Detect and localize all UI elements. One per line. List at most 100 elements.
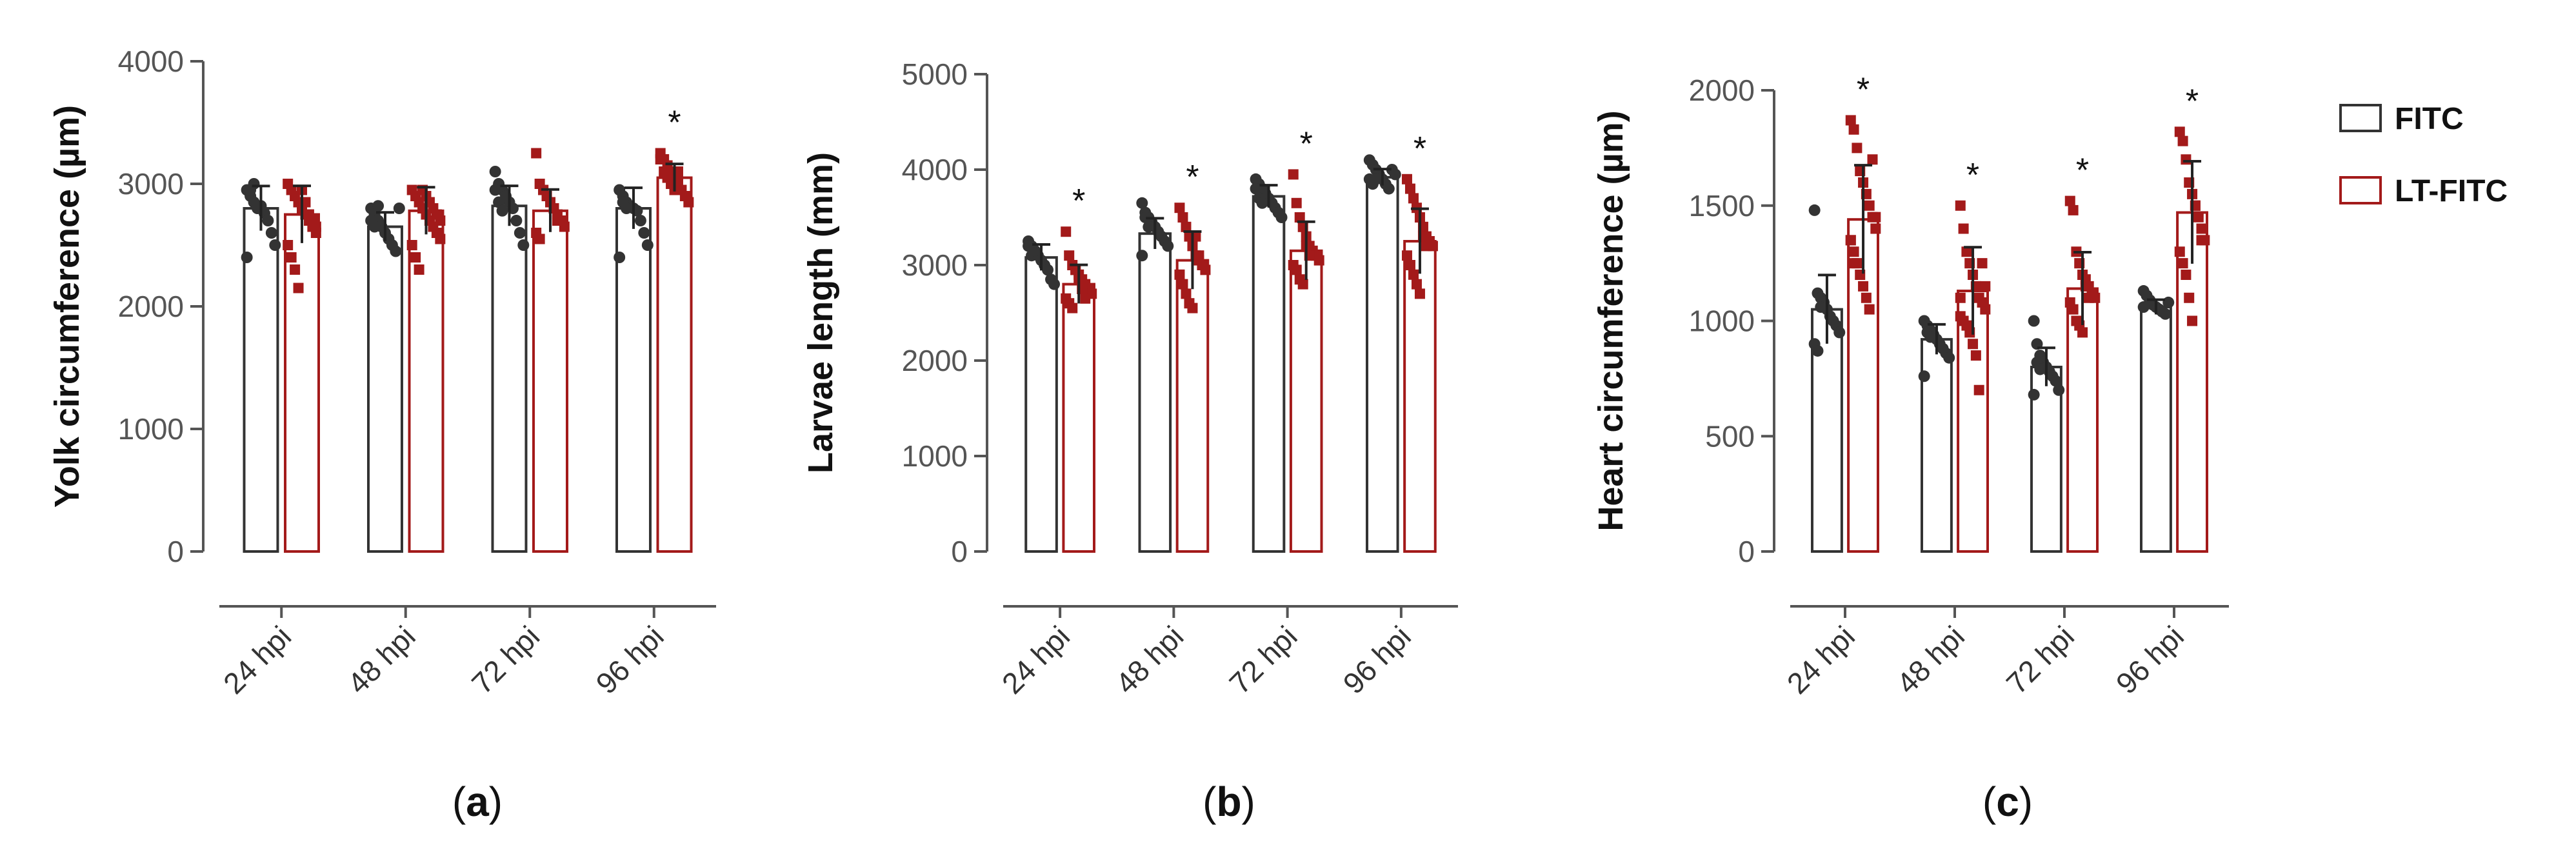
y-tick-label: 4000	[902, 153, 968, 186]
data-point-lt-fitc	[406, 240, 417, 250]
data-point-lt-fitc	[1187, 303, 1198, 313]
data-point-fitc	[1048, 278, 1061, 290]
data-point-fitc	[489, 184, 501, 196]
x-tick-label: 24 hpi	[995, 619, 1076, 700]
data-point-lt-fitc	[1845, 235, 1856, 246]
data-point-lt-fitc	[1980, 304, 1991, 315]
y-tick-label: 0	[951, 535, 968, 568]
data-point-lt-fitc	[2068, 304, 2079, 315]
bar-fitc-3	[615, 207, 652, 553]
data-point-fitc	[1250, 183, 1262, 195]
bar-lt-fitc-3	[2176, 211, 2209, 553]
data-point-fitc	[621, 203, 633, 214]
data-point-fitc	[634, 215, 646, 226]
data-point-lt-fitc	[534, 233, 545, 244]
data-point-lt-fitc	[2193, 212, 2204, 223]
data-point-lt-fitc	[435, 215, 446, 226]
data-point-lt-fitc	[1961, 246, 1972, 257]
data-point-lt-fitc	[2196, 223, 2207, 234]
data-point-lt-fitc	[1977, 258, 1988, 269]
data-point-lt-fitc	[1401, 250, 1412, 261]
x-tick-label: 72 hpi	[1223, 619, 1303, 700]
data-point-fitc	[2159, 308, 2172, 320]
data-point-fitc	[1029, 244, 1041, 257]
data-point-fitc	[496, 204, 508, 217]
data-point-lt-fitc	[435, 233, 446, 244]
y-tick-label: 1000	[118, 412, 184, 446]
data-point-lt-fitc	[552, 215, 563, 226]
y-tick-label: 0	[1738, 535, 1755, 568]
bar-fitc-2	[491, 204, 528, 553]
data-point-lt-fitc	[1404, 183, 1415, 194]
data-point-lt-fitc	[2174, 126, 2185, 137]
y-tick-label: 1500	[1689, 189, 1755, 223]
data-point-fitc	[1136, 197, 1148, 209]
data-point-fitc	[241, 252, 253, 263]
y-tick-label: 5000	[902, 57, 968, 91]
data-point-lt-fitc	[310, 221, 321, 232]
panel-label: (a)	[452, 779, 503, 825]
data-point-fitc	[489, 166, 501, 177]
data-point-lt-fitc	[414, 264, 424, 275]
panel-label: (b)	[1203, 779, 1255, 825]
data-point-fitc	[265, 227, 277, 239]
bar-lt-fitc-2	[1289, 249, 1323, 553]
data-point-lt-fitc	[1414, 288, 1425, 299]
data-point-fitc	[1162, 240, 1174, 252]
data-point-fitc	[514, 227, 526, 239]
data-point-fitc	[1943, 352, 1955, 364]
bar-fitc-0	[1024, 256, 1058, 553]
data-point-fitc	[372, 200, 384, 212]
data-point-lt-fitc	[1294, 212, 1305, 223]
data-point-fitc	[1370, 173, 1382, 185]
data-point-lt-fitc	[1973, 384, 1984, 395]
data-point-fitc	[1275, 212, 1288, 223]
data-point-lt-fitc	[2187, 315, 2198, 326]
data-point-lt-fitc	[2196, 235, 2207, 246]
data-point-lt-fitc	[1864, 200, 1875, 211]
legend-swatch-lt-fitc	[2339, 176, 2382, 204]
data-point-lt-fitc	[531, 148, 542, 159]
data-point-fitc	[641, 239, 654, 251]
data-point-lt-fitc	[1852, 143, 1862, 154]
data-point-lt-fitc	[1064, 250, 1075, 261]
data-point-lt-fitc	[1181, 288, 1192, 299]
data-point-lt-fitc	[1955, 292, 1966, 303]
data-point-fitc	[1139, 212, 1152, 223]
data-point-fitc	[2034, 363, 2046, 375]
data-point-fitc	[614, 252, 626, 263]
bar-lt-fitc-3	[656, 176, 693, 553]
data-point-lt-fitc	[1858, 281, 1869, 292]
data-point-lt-fitc	[1845, 115, 1856, 126]
x-tick-label: 96 hpi	[2110, 619, 2190, 700]
data-point-lt-fitc	[1200, 264, 1211, 275]
significance-star: *	[2186, 83, 2199, 120]
data-point-fitc	[248, 178, 260, 190]
data-point-lt-fitc	[1174, 269, 1185, 280]
legend-swatch-fitc	[2339, 104, 2382, 132]
data-point-fitc	[390, 245, 402, 257]
y-axis-label: Heart circumference (µm)	[1592, 110, 1630, 531]
bar-fitc-0	[243, 207, 279, 553]
data-point-lt-fitc	[410, 252, 421, 263]
y-axis-label: Larvae length (mm)	[801, 152, 840, 473]
y-tick-label: 2000	[118, 290, 184, 323]
data-point-fitc	[1389, 168, 1401, 181]
data-point-fitc	[510, 215, 523, 226]
data-point-fitc	[269, 239, 281, 251]
data-point-fitc	[1815, 301, 1827, 313]
y-tick-label: 2000	[1689, 74, 1755, 107]
y-tick-label: 2000	[902, 344, 968, 377]
data-point-fitc	[2137, 301, 2150, 313]
y-tick-label: 500	[1705, 419, 1755, 453]
x-tick-label: 48 hpi	[341, 619, 421, 700]
significance-star: *	[1857, 71, 1870, 108]
panel-label: (c)	[1982, 779, 2033, 825]
data-point-fitc	[517, 239, 530, 251]
data-point-lt-fitc	[1291, 197, 1302, 208]
data-point-lt-fitc	[1177, 279, 1188, 290]
data-point-lt-fitc	[1080, 293, 1091, 304]
x-tick-label: 96 hpi	[1337, 619, 1417, 700]
data-point-lt-fitc	[293, 283, 304, 293]
data-point-fitc	[2050, 375, 2062, 387]
